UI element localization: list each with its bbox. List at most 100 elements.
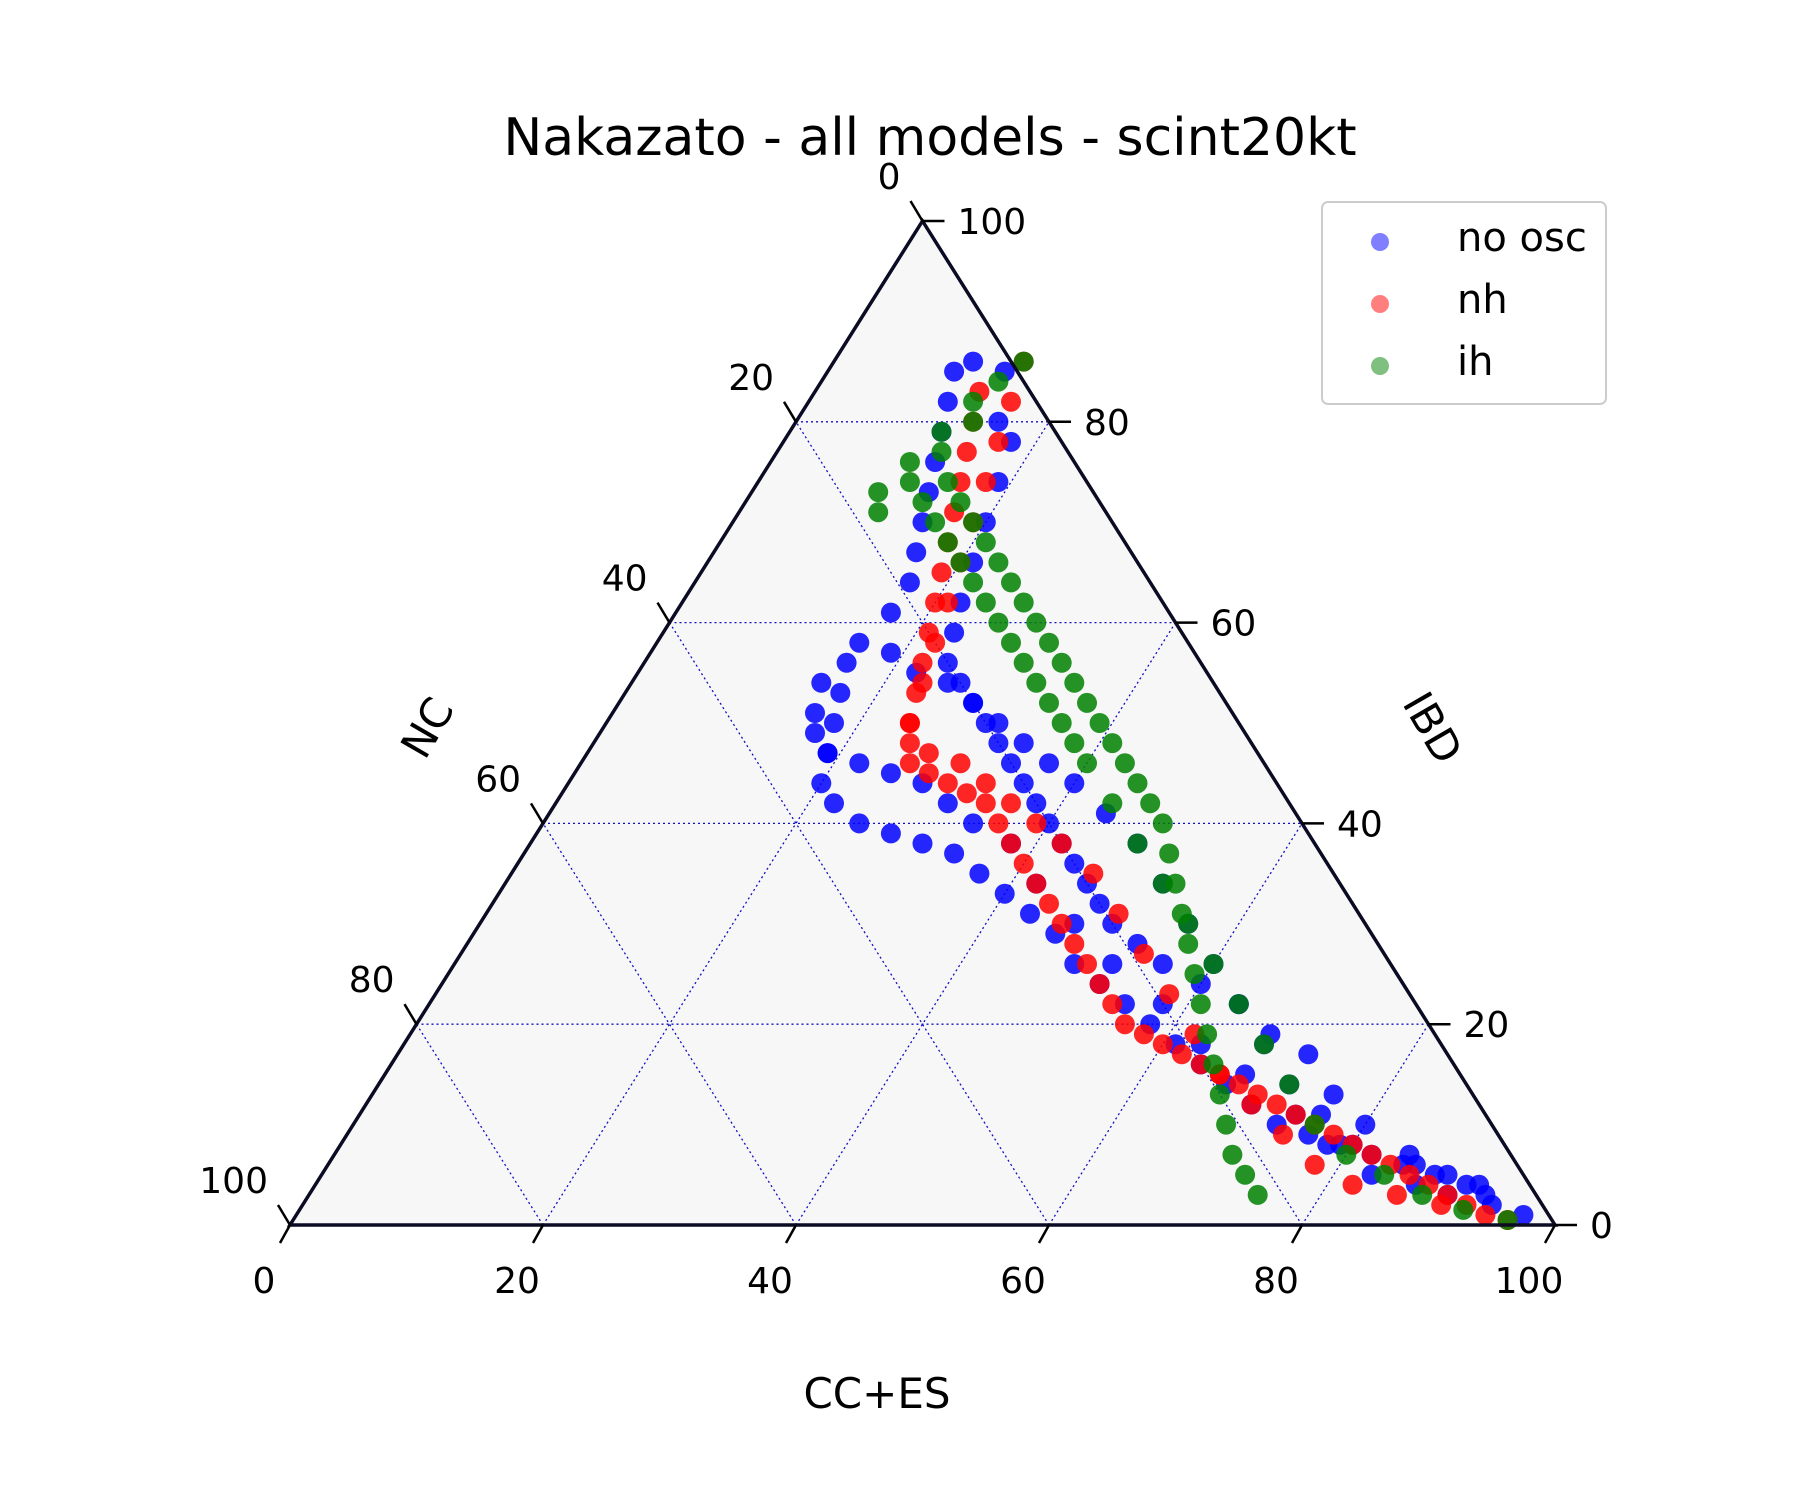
- point-nh-26: [1089, 974, 1110, 994]
- grid-line-nc-20: [795, 421, 1303, 1226]
- point-nh-41: [1361, 1144, 1382, 1165]
- point-nh-75: [1386, 1184, 1407, 1205]
- point-ih-37: [1235, 1164, 1256, 1185]
- point-nh-39: [1323, 1124, 1344, 1145]
- point-ih-32: [1197, 1024, 1218, 1045]
- point-nh-36: [1266, 1094, 1287, 1115]
- point-nh-56: [925, 632, 946, 653]
- point-no-osc-64: [1355, 1114, 1376, 1135]
- point-nh-67: [1133, 943, 1154, 964]
- point-nh-60: [950, 753, 971, 774]
- tick-bottom-100: [1543, 1224, 1557, 1244]
- point-nh-29: [1133, 1024, 1154, 1045]
- point-nh-63: [1026, 813, 1047, 834]
- tick-label-right-60: 60: [1211, 604, 1257, 645]
- point-ih-21: [1102, 733, 1123, 754]
- point-ih-24: [1140, 793, 1161, 814]
- point-ih-44: [950, 552, 971, 573]
- point-ih-40: [899, 472, 920, 492]
- point-nh-52: [975, 472, 996, 492]
- point-ih-53: [1064, 733, 1085, 754]
- point-no-osc-63: [1323, 1084, 1344, 1105]
- legend-label-nh: nh: [1457, 277, 1508, 323]
- point-nh-24: [1064, 933, 1085, 954]
- point-no-osc-47: [988, 733, 1009, 754]
- point-ih-29: [1178, 933, 1199, 954]
- point-ih-43: [937, 532, 958, 553]
- point-no-osc-33: [1513, 1205, 1534, 1225]
- point-nh-76: [1431, 1194, 1452, 1215]
- point-no-osc-42: [944, 622, 965, 643]
- point-nh-19: [1001, 833, 1021, 854]
- point-no-osc-69: [824, 713, 844, 733]
- point-no-osc-62: [1298, 1044, 1319, 1065]
- point-no-osc-79: [1020, 903, 1040, 924]
- point-ih-52: [1051, 713, 1072, 733]
- tick-left-80: [403, 1003, 418, 1025]
- point-ih-47: [988, 612, 1009, 633]
- point-ih-23: [1127, 773, 1148, 794]
- point-ih-31: [1190, 994, 1211, 1015]
- point-nh-31: [1171, 1044, 1192, 1065]
- point-ih-57: [1152, 873, 1173, 894]
- point-ih-46: [975, 592, 996, 613]
- point-no-osc-0: [944, 361, 965, 382]
- point-ih-22: [1114, 753, 1135, 774]
- point-ih-12: [988, 552, 1009, 573]
- tick-bottom-0: [278, 1224, 292, 1244]
- point-ih-67: [1453, 1199, 1474, 1220]
- point-no-osc-19: [963, 813, 984, 834]
- grid-line-nc-40: [668, 622, 1050, 1226]
- point-ih-6: [963, 411, 984, 432]
- point-nh-51: [988, 431, 1009, 452]
- point-ih-48: [1001, 632, 1021, 653]
- point-nh-57: [912, 672, 933, 693]
- legend-marker-nh: [1371, 295, 1389, 313]
- tick-marks: 0 20 40 60 80 100 0 20 40 60 80 100 0 20 40 60 80 100: [199, 157, 1613, 1302]
- legend-marker-ih: [1371, 357, 1389, 375]
- point-ih-36: [1222, 1144, 1243, 1165]
- point-nh-47: [1475, 1205, 1496, 1225]
- tick-label-right-0: 0: [1590, 1206, 1613, 1247]
- tick-label-right-20: 20: [1464, 1005, 1510, 1046]
- point-no-osc-75: [912, 833, 933, 854]
- point-nh-74: [1342, 1174, 1363, 1195]
- tick-label-right-80: 80: [1084, 403, 1130, 444]
- point-nh-72: [1273, 1124, 1293, 1145]
- point-nh-34: [1228, 1074, 1249, 1095]
- tick-left-100: [276, 1204, 292, 1226]
- legend-label-no-osc: no osc: [1457, 215, 1587, 261]
- legend-label-ih: ih: [1457, 339, 1493, 385]
- point-no-osc-34: [963, 351, 984, 372]
- tick-bottom-60: [1037, 1224, 1051, 1244]
- point-no-osc-115: [1469, 1174, 1490, 1195]
- point-no-osc-8: [880, 602, 901, 623]
- tick-left-40: [656, 601, 671, 624]
- point-no-osc-73: [849, 813, 870, 834]
- point-no-osc-12: [805, 703, 825, 723]
- point-no-osc-96: [880, 642, 901, 663]
- point-ih-58: [1178, 913, 1199, 934]
- point-nh-13: [899, 753, 920, 774]
- point-no-osc-43: [937, 652, 958, 673]
- point-nh-23: [1051, 913, 1072, 934]
- point-ih-8: [937, 472, 958, 492]
- tick-label-left-0: 0: [878, 157, 901, 198]
- point-nh-62: [1001, 793, 1021, 814]
- point-ih-42: [925, 512, 946, 533]
- point-no-osc-78: [994, 883, 1015, 904]
- point-nh-2: [956, 441, 977, 462]
- chart-title: Nakazato - all models - scint20kt: [503, 108, 1356, 168]
- point-ih-9: [950, 492, 971, 513]
- point-no-osc-72: [824, 793, 844, 814]
- point-ih-35: [1216, 1114, 1237, 1135]
- point-nh-18: [988, 813, 1009, 834]
- point-nh-14: [918, 763, 939, 784]
- point-no-osc-77: [969, 863, 990, 884]
- axis-label-ibd: IBD: [1393, 684, 1472, 772]
- point-ih-1: [899, 452, 920, 472]
- grid-line-cces-40: [795, 622, 1177, 1226]
- axis-label-ccs-es: CC+ES: [803, 1369, 950, 1418]
- point-no-osc-13: [805, 723, 825, 743]
